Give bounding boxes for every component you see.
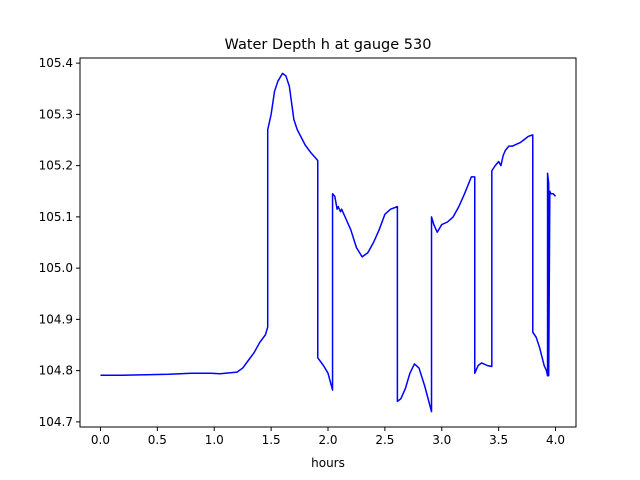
x-tick-label: 1.0 <box>205 433 224 447</box>
x-tick-label: 4.0 <box>546 433 565 447</box>
y-tick-label: 105.2 <box>39 159 73 173</box>
y-axis-ticks: 104.7 104.8 104.9 105.0 105.1 105.2 105.3 105.4 <box>39 56 80 429</box>
y-tick-label: 104.9 <box>39 312 73 326</box>
series-line <box>100 72 557 413</box>
x-tick-label: 2.0 <box>318 433 337 447</box>
x-axis-ticks: 0.0 0.5 1.0 1.5 2.0 2.5 3.0 3.5 4.0 <box>91 427 565 447</box>
x-tick-label: 0.5 <box>148 433 167 447</box>
x-axis-label: hours <box>311 456 345 470</box>
y-tick-label: 104.8 <box>39 364 73 378</box>
plot-area-frame <box>79 57 577 428</box>
x-tick-label: 0.0 <box>91 433 110 447</box>
y-tick-label: 104.7 <box>39 415 73 429</box>
y-tick-label: 105.4 <box>39 56 73 70</box>
chart-title: Water Depth h at gauge 530 <box>225 37 432 53</box>
plot-series <box>100 72 557 413</box>
x-tick-label: 3.0 <box>432 433 451 447</box>
y-tick-label: 105.3 <box>39 107 73 121</box>
x-tick-label: 2.5 <box>375 433 394 447</box>
x-tick-label: 3.5 <box>489 433 508 447</box>
x-tick-label: 1.5 <box>262 433 281 447</box>
y-tick-label: 105.0 <box>39 261 73 275</box>
y-tick-label: 105.1 <box>39 210 73 224</box>
